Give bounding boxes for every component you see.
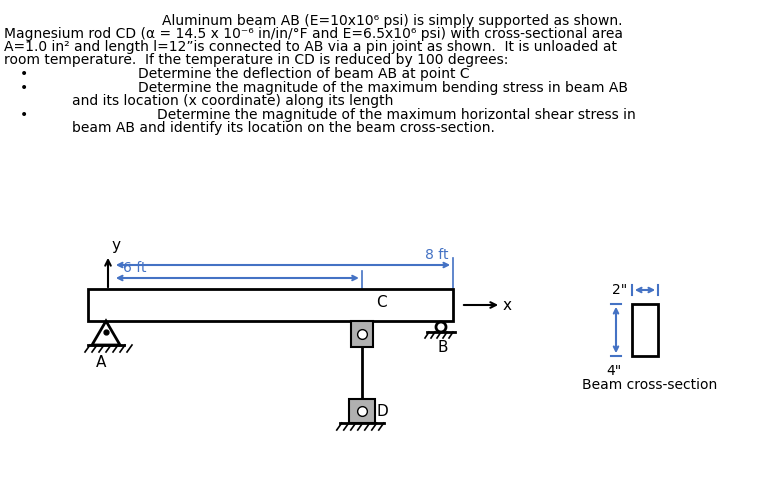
- Text: Determine the deflection of beam AB at point C: Determine the deflection of beam AB at p…: [138, 67, 470, 81]
- Text: x: x: [503, 297, 512, 313]
- Text: Magnesium rod CD (α = 14.5 x 10⁻⁶ in/in/°F and E=6.5x10⁶ psi) with cross-section: Magnesium rod CD (α = 14.5 x 10⁻⁶ in/in/…: [4, 27, 623, 41]
- Bar: [632, 304, 658, 356]
- Text: y: y: [112, 238, 121, 253]
- Text: 2": 2": [612, 283, 627, 297]
- Text: Beam cross-section: Beam cross-section: [583, 378, 717, 392]
- Text: beam AB and identify its location on the beam cross-section.: beam AB and identify its location on the…: [72, 121, 495, 135]
- Text: and its location (x coordinate) along its length: and its location (x coordinate) along it…: [72, 94, 394, 108]
- Circle shape: [436, 322, 446, 332]
- Bar: [350, 321, 372, 347]
- Text: room temperature.  If the temperature in CD is reduced by 100 degrees:: room temperature. If the temperature in …: [4, 53, 508, 67]
- Text: •: •: [20, 67, 28, 81]
- Text: 6 ft: 6 ft: [123, 261, 147, 275]
- Text: 4": 4": [606, 364, 622, 378]
- Text: A: A: [96, 355, 106, 370]
- Bar: [349, 399, 375, 423]
- Text: B: B: [437, 340, 448, 355]
- Text: A=1.0 in² and length l=12”is connected to AB via a pin joint as shown.  It is un: A=1.0 in² and length l=12”is connected t…: [4, 40, 617, 54]
- Text: •: •: [20, 108, 28, 122]
- Bar: [88, 289, 453, 321]
- Text: •: •: [20, 81, 28, 95]
- Text: Determine the magnitude of the maximum bending stress in beam AB: Determine the magnitude of the maximum b…: [138, 81, 628, 95]
- Text: C: C: [376, 294, 387, 309]
- Text: Determine the magnitude of the maximum horizontal shear stress in: Determine the magnitude of the maximum h…: [157, 108, 636, 122]
- Text: Aluminum beam AB (E=10x10⁶ psi) is simply supported as shown.: Aluminum beam AB (E=10x10⁶ psi) is simpl…: [162, 14, 622, 28]
- Polygon shape: [92, 321, 120, 345]
- Text: 8 ft: 8 ft: [425, 248, 448, 262]
- Text: D: D: [377, 403, 389, 418]
